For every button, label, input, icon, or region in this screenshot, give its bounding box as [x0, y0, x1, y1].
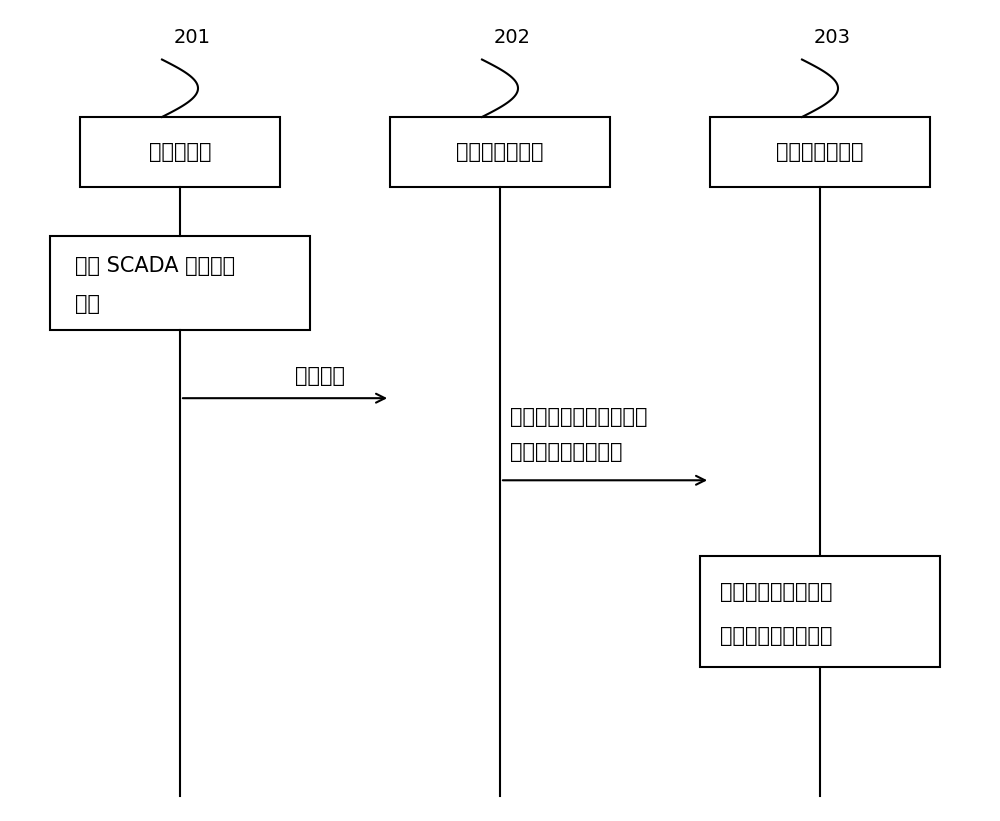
Text: 不同观测节点在不同: 不同观测节点在不同 — [720, 582, 832, 602]
Bar — [50, 236, 310, 330]
Text: 电力 SCADA 中的实时: 电力 SCADA 中的实时 — [75, 256, 235, 276]
Text: 数据: 数据 — [75, 294, 100, 314]
Bar — [710, 117, 930, 186]
Text: 201: 201 — [174, 28, 210, 47]
Text: 发送数据: 发送数据 — [295, 366, 345, 386]
Text: 第二数据处理器: 第二数据处理器 — [776, 142, 864, 162]
Text: 频率下的谐波阻抗值: 频率下的谐波阻抗值 — [720, 626, 832, 646]
Text: 数据采集器: 数据采集器 — [149, 142, 211, 162]
Text: 203: 203 — [814, 28, 850, 47]
Bar — [80, 117, 280, 186]
Text: 所需计算元件的当前运行: 所需计算元件的当前运行 — [510, 407, 648, 427]
Text: 202: 202 — [494, 28, 530, 47]
Text: 工况下的谐波阻抗值: 工况下的谐波阻抗值 — [510, 443, 622, 462]
Bar — [700, 557, 940, 667]
Text: 第一数据处理器: 第一数据处理器 — [456, 142, 544, 162]
Bar — [390, 117, 610, 186]
